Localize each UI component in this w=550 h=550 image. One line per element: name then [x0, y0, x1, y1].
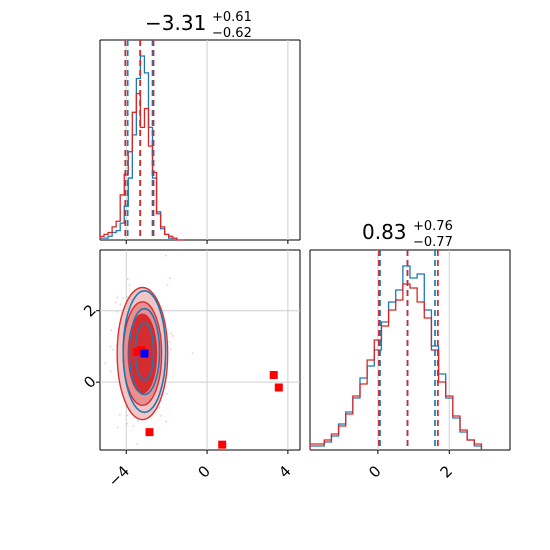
histogram-blue-series	[99, 55, 185, 241]
x-tick-label: 0	[365, 462, 384, 481]
scatter-point	[126, 414, 129, 417]
red-marker	[145, 428, 154, 437]
histogram-red-series	[99, 92, 185, 241]
scatter-point	[116, 310, 119, 313]
param1-histogram-panel: −3.31 +0.61 −0.62	[99, 10, 301, 241]
scatter-point	[110, 329, 113, 332]
histogram-red-series	[309, 283, 483, 450]
scatter-point	[166, 283, 169, 286]
scatter-point	[126, 278, 129, 281]
scatter-point	[165, 420, 168, 423]
scatter-point	[137, 419, 139, 422]
contour-blue-level	[122, 290, 167, 414]
red-marker	[133, 347, 142, 356]
scatter-point	[132, 425, 135, 428]
scatter-point	[166, 392, 168, 395]
param2-title-minus: −0.77	[413, 235, 453, 250]
scatter-point	[170, 332, 172, 335]
joint-scatter-panel	[99, 249, 301, 451]
x-tick-label: 2	[437, 462, 456, 481]
red-marker	[218, 440, 227, 449]
param2-title-value: 0.83	[362, 220, 407, 244]
scatter-point	[158, 406, 161, 409]
param1-title-plus: +0.61	[212, 10, 252, 25]
scatter-point	[126, 296, 129, 299]
param2-title-plus: +0.76	[413, 219, 453, 234]
scatter-point	[191, 352, 194, 355]
scatter-point	[165, 254, 168, 257]
red-marker	[274, 383, 283, 392]
scatter-point	[109, 345, 112, 348]
scatter-point	[159, 414, 162, 417]
scatter-point	[104, 362, 107, 365]
scatter-point	[169, 277, 172, 280]
scatter-point	[116, 426, 119, 429]
scatter-point	[169, 347, 172, 350]
scatter-point	[122, 297, 125, 300]
scatter-point	[109, 370, 112, 373]
histogram-blue-series	[309, 265, 483, 450]
blue-marker	[140, 349, 149, 358]
scatter-point	[114, 301, 117, 304]
x-tick-label: 0	[194, 462, 213, 481]
x-tick-label: 4	[275, 462, 294, 481]
scatter-point	[128, 284, 131, 287]
scatter-point	[136, 442, 139, 445]
param2-histogram-panel: 0.83 +0.76 −0.77	[309, 219, 511, 451]
scatter-point	[118, 413, 121, 416]
scatter-point	[168, 340, 171, 343]
scatter-point	[126, 422, 129, 425]
contour-blue-level	[128, 307, 161, 396]
scatter-point	[116, 296, 119, 299]
scatter-point	[112, 348, 115, 351]
scatter-point	[119, 303, 122, 306]
scatter-point	[171, 335, 174, 337]
param1-title-value: −3.31	[145, 11, 206, 35]
param1-title-minus: −0.62	[212, 26, 252, 41]
x-tick-label: −4	[105, 462, 133, 490]
red-marker	[269, 371, 278, 379]
